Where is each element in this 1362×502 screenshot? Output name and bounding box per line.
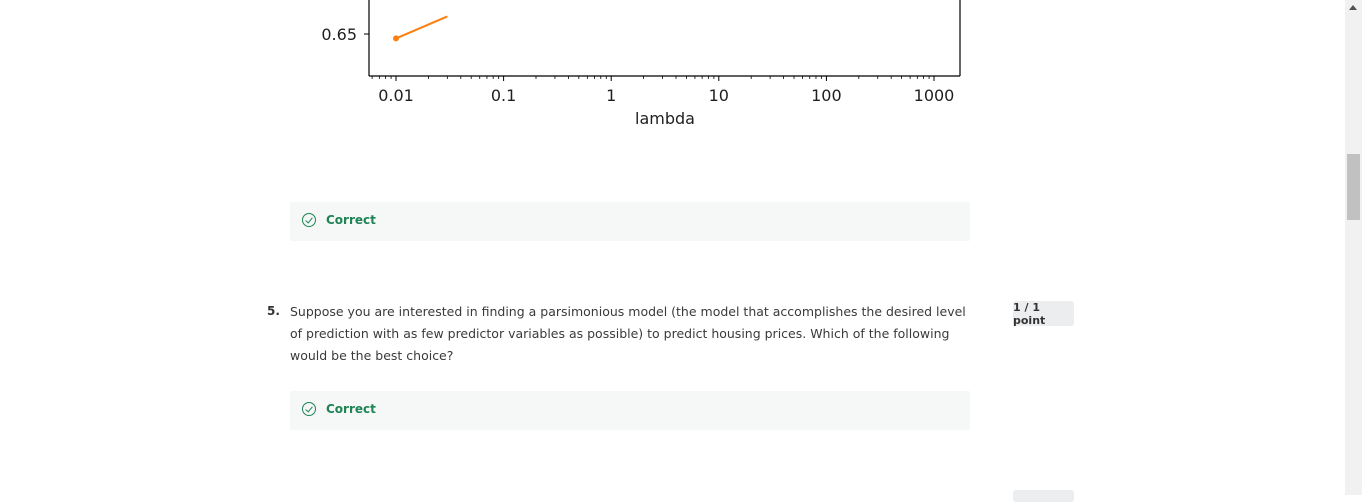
- y-axis: 0.65: [321, 25, 369, 44]
- series: [393, 15, 448, 42]
- x-tick-label: 1: [606, 86, 616, 105]
- check-circle-icon: [302, 402, 316, 416]
- data-point: [393, 35, 399, 42]
- x-axis: 0.01 0.1 1 10 100 1000: [371, 76, 955, 105]
- x-tick-label: 100: [811, 86, 842, 105]
- x-tick-label: 0.01: [378, 86, 414, 105]
- check-circle-icon: [302, 213, 316, 227]
- points-badge-next: [1013, 490, 1074, 502]
- feedback-label: Correct: [326, 402, 376, 416]
- lambda-chart: 0.01 0.1 1 10 100 1000 0.65 lambda: [321, 0, 961, 128]
- question-number: 5.: [267, 304, 280, 318]
- plot-frame: [368, 0, 961, 77]
- feedback-label: Correct: [326, 213, 376, 227]
- series-line: [395, 15, 448, 40]
- x-tick-label: 10: [709, 86, 729, 105]
- x-tick-label: 1000: [914, 86, 955, 105]
- question-text: Suppose you are interested in finding a …: [290, 304, 966, 363]
- scrollbar-thumb[interactable]: [1347, 154, 1360, 220]
- x-tick-label: 0.1: [491, 86, 516, 105]
- y-tick-label: 0.65: [321, 25, 357, 44]
- points-badge: 1 / 1 point: [1013, 301, 1074, 327]
- feedback-correct-q5: Correct: [290, 391, 970, 430]
- vertical-scrollbar[interactable]: [1345, 0, 1362, 495]
- scroll-up-arrow-icon[interactable]: [1349, 5, 1357, 10]
- feedback-correct-q4: Correct: [290, 202, 970, 241]
- x-axis-label: lambda: [635, 109, 695, 128]
